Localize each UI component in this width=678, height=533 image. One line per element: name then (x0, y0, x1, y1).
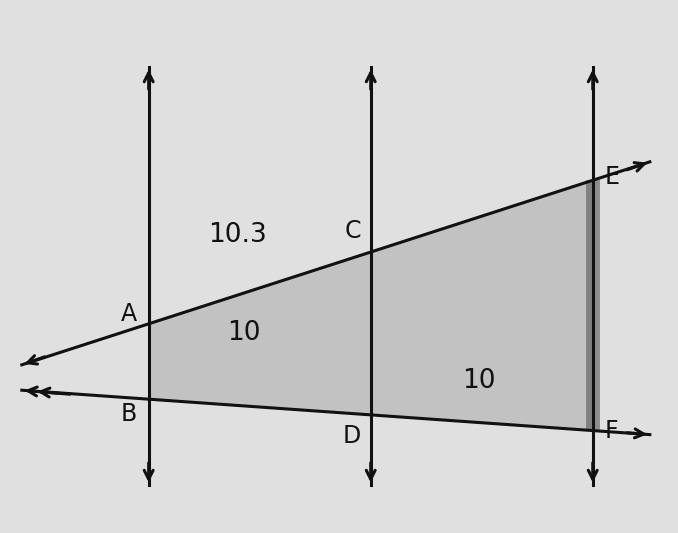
Polygon shape (148, 180, 593, 431)
Text: 10.3: 10.3 (208, 222, 267, 248)
Text: E: E (604, 165, 619, 189)
Text: B: B (121, 402, 137, 426)
Text: A: A (121, 302, 137, 326)
Text: F: F (604, 418, 618, 442)
Text: 10: 10 (227, 320, 260, 346)
Text: 10: 10 (462, 368, 496, 394)
Text: C: C (344, 219, 361, 243)
Text: D: D (343, 424, 361, 448)
